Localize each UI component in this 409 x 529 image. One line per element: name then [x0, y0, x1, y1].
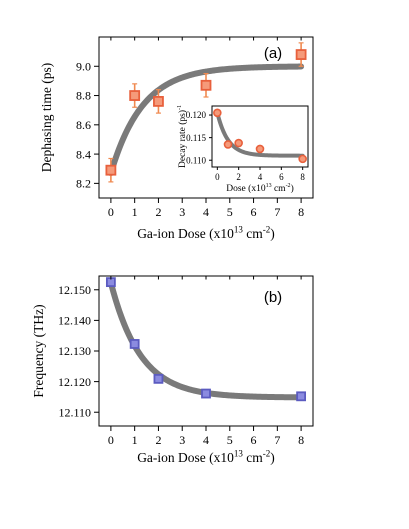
panel-a-y-tick-label: 8.8: [76, 89, 91, 103]
inset-y-tick-label: 0.120: [186, 110, 207, 120]
inset-x-tick-label: 6: [279, 172, 284, 182]
panel-b-y-axis-label: Frequency (THz): [31, 304, 46, 397]
panel-a-y-axis-label: Dephasing time (ps): [39, 63, 54, 172]
panel-b-x-axis-label-part: 13: [234, 449, 244, 459]
inset-x-axis-label: Dose (x1013 cm-2): [226, 183, 293, 194]
panel-b-y-axis-label-part: Frequency (THz): [31, 304, 46, 397]
panel-b-point: [153, 373, 164, 384]
panel-b-x-tick-label: 2: [155, 433, 161, 447]
panel-b-point: [201, 388, 211, 399]
panel-a-label: (a): [264, 45, 282, 62]
panel-a-point: [129, 90, 141, 101]
panel-a-x-axis-label-part: 13: [234, 225, 244, 235]
panel-a-x-tick-label: 4: [203, 205, 209, 219]
panel-a-point: [295, 49, 307, 60]
panel-a-x-tick-label: 7: [274, 205, 280, 219]
inset-point: [213, 108, 222, 118]
panel-a-x-tick-label: 6: [251, 205, 257, 219]
panel-a-fit-curve: [107, 63, 305, 177]
inset-y-axis-label: Decay rate (ps)-1: [177, 105, 188, 168]
panel-a-y-tick-label: 8.2: [76, 177, 91, 191]
panel-a-point: [105, 164, 117, 176]
panel-b-x-axis-label-part: -2: [263, 449, 271, 459]
panel-b-x-tick-label: 6: [251, 433, 257, 447]
inset-plot: 0 2 4 6 8 0.110 0.115 0.120 Dose (x1013 cm-2) Dec…: [177, 105, 309, 194]
panel-b: 0 1 2 3 4 5 6 7 8 12.110 12.120 12.130 12.140 12.150 G…: [31, 275, 314, 465]
panel-a-x-tick-label: 0: [108, 205, 114, 219]
panel-b-x-tick-label: 4: [203, 433, 209, 447]
panel-b-x-axis-label-part: Ga-ion Dose (x10: [137, 450, 234, 465]
panel-a-x-tick-label: 5: [227, 205, 233, 219]
inset-x-tick-label: 2: [236, 172, 241, 182]
panel-a-x-tick-label: 8: [298, 205, 304, 219]
panel-b-point: [296, 391, 307, 402]
panel-b-y-tick-label: 12.140: [58, 314, 91, 328]
panel-b-y-tick-label: 12.120: [58, 375, 91, 389]
panel-a-x-axis-label-part: cm: [243, 226, 263, 241]
inset-point: [255, 144, 265, 154]
inset-y-tick-label: 0.115: [186, 133, 206, 143]
panel-a-y-tick-label: 8.6: [76, 118, 91, 132]
panel-a: 0 1 2 3 4 5 6 7 8 8.2 8.4 8.6 8.8 9.0 Ga-ion Dose (x10…: [39, 36, 314, 241]
inset-y-tick-label: 0.110: [186, 155, 206, 165]
inset-point: [298, 154, 307, 164]
panel-b-y-tick-label: 12.110: [58, 405, 91, 419]
inset-x-axis-label-part: -2: [286, 183, 291, 189]
inset-x-axis-label-part: Dose (x10: [226, 183, 266, 194]
panel-a-y-tick-label: 9.0: [76, 59, 91, 73]
panel-b-x-tick-label: 3: [179, 433, 185, 447]
inset-x-axis-label-part: ): [291, 183, 294, 194]
panel-b-x-tick-label: 1: [132, 433, 138, 447]
panel-b-y-tick-label: 12.130: [58, 344, 91, 358]
inset-x-tick-label: 8: [300, 172, 305, 182]
inset-x-tick-label: 4: [258, 172, 263, 182]
panel-b-x-tick-label: 8: [298, 433, 304, 447]
panel-b-x-tick-label: 0: [108, 433, 114, 447]
panel-b-x-tick-label: 7: [274, 433, 280, 447]
inset-y-axis-label-part: Decay rate (ps): [177, 110, 188, 168]
inset-point: [234, 138, 243, 148]
panel-a-x-tick-label: 3: [179, 205, 185, 219]
panel-b-x-axis-label: Ga-ion Dose (x1013 cm-2): [137, 449, 275, 465]
panel-a-x-tick-label: 2: [155, 205, 161, 219]
inset-point: [223, 140, 233, 149]
panel-a-x-axis-label: Ga-ion Dose (x1013 cm-2): [137, 225, 275, 241]
panel-b-point: [129, 339, 140, 349]
panel-a-x-axis-label-part: ): [270, 226, 275, 241]
panel-b-x-tick-label: 5: [227, 433, 233, 447]
panel-a-x-tick-label: 1: [132, 205, 138, 219]
panel-a-point: [200, 79, 212, 91]
panel-a-y-tick-label: 8.4: [76, 147, 91, 161]
inset-x-axis-label-part: 13: [266, 183, 272, 189]
panel-b-x-axis-label-part: cm: [243, 450, 263, 465]
panel-b-label: (b): [264, 289, 282, 306]
inset-x-tick-label: 0: [215, 172, 220, 182]
panel-a-point: [153, 96, 164, 107]
panel-a-y-axis-label-part: Dephasing time (ps): [39, 63, 54, 172]
panel-b-y-tick-label: 12.150: [58, 283, 91, 297]
inset-y-axis-label-part: -1: [177, 105, 183, 110]
panel-a-x-axis-label-part: -2: [263, 225, 271, 235]
panel-a-x-axis-label-part: Ga-ion Dose (x10: [137, 226, 234, 241]
inset-x-axis-label-part: cm: [272, 184, 287, 194]
panel-b-x-axis-label-part: ): [270, 450, 275, 465]
